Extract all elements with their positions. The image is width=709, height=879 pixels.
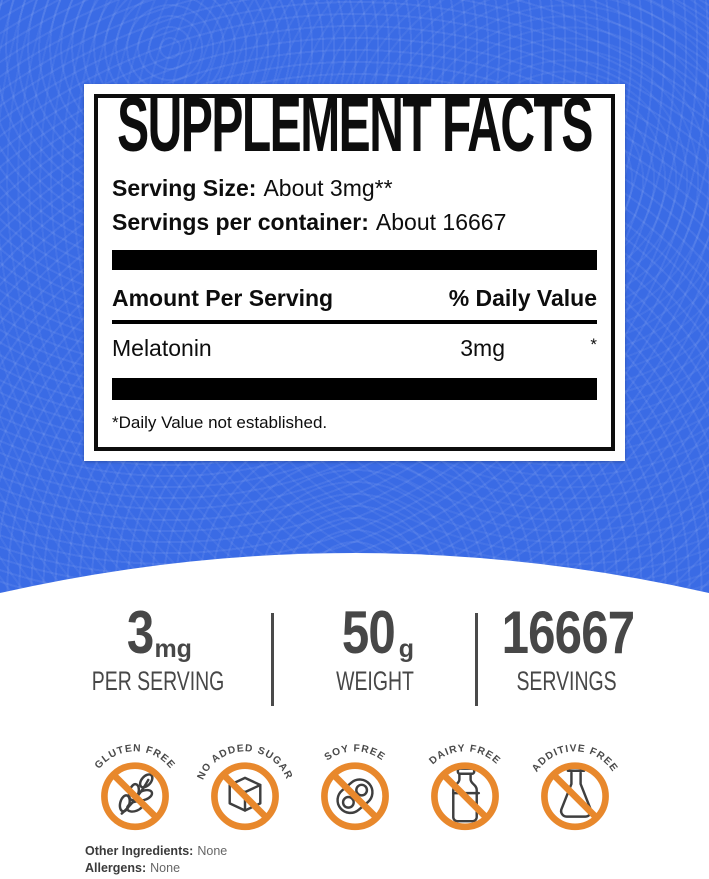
- flask-icon: ADDITIVE FREE: [530, 743, 618, 831]
- allergens-value: None: [150, 861, 181, 875]
- supplement-facts-border: SUPPLEMENT FACTS Serving Size: About 3mg*…: [94, 86, 615, 451]
- stat-weight-label: WEIGHT: [336, 666, 414, 696]
- sugar-cube-icon: NO ADDED SUGAR: [195, 743, 293, 831]
- milk-bottle-icon: DAIRY FREE: [427, 743, 501, 831]
- serving-size-value: About 3mg**: [263, 175, 393, 201]
- other-ingredients-line: Other Ingredients: None: [85, 843, 227, 860]
- stat-divider: [271, 613, 274, 706]
- stat-servings: 16667 SERVINGS: [472, 603, 662, 697]
- facts-header-row: Amount Per Serving % Daily Value: [112, 284, 597, 312]
- stat-weight-value: 50: [341, 599, 396, 666]
- allergens-line: Allergens: None: [85, 860, 227, 877]
- stat-weight-number: 50 g: [280, 603, 470, 663]
- stat-per-serving-unit: mg: [154, 635, 192, 663]
- header-rule: [112, 320, 597, 324]
- stat-servings-number: 16667: [472, 603, 662, 663]
- badge-soy-free: SOY FREE: [300, 733, 410, 837]
- badge-additive-free: ADDITIVE FREE: [520, 733, 630, 837]
- daily-value-header: % Daily Value: [448, 285, 597, 311]
- wheat-icon: GLUTEN FREE: [92, 743, 176, 831]
- free-from-badges: GLUTEN FREE NO ADDED SUGAR: [0, 733, 709, 837]
- stat-weight: 50 g WEIGHT: [280, 603, 470, 697]
- supplement-facts-panel: SUPPLEMENT FACTS Serving Size: About 3mg*…: [84, 84, 625, 461]
- ingredient-and-amount: Melatonin 3mg: [112, 334, 505, 362]
- stat-servings-value: 16667: [501, 599, 636, 666]
- stat-per-serving: 3 mg PER SERVING: [63, 603, 253, 697]
- ingredient-amount: 3mg: [460, 335, 505, 361]
- ingredient-daily-value: *: [590, 335, 597, 354]
- servings-per-container-line: Servings per container: About 16667: [112, 208, 597, 236]
- other-ingredients-value: None: [197, 844, 228, 858]
- badge-gluten-free: GLUTEN FREE: [80, 733, 190, 837]
- serving-size-line: Serving Size: About 3mg**: [112, 174, 597, 202]
- stat-divider: [475, 613, 478, 706]
- soy-pod-icon: SOY FREE: [320, 743, 389, 831]
- divider-bar-top: [112, 250, 597, 270]
- badge-dairy-free: DAIRY FREE: [410, 733, 520, 837]
- stats-band: 3 mg PER SERVING 50 g WEIGHT 16667 SERVING…: [0, 603, 709, 715]
- other-ingredients-label: Other Ingredients:: [85, 844, 194, 858]
- ingredient-notes: Other Ingredients: None Allergens: None: [85, 843, 227, 877]
- stat-weight-unit: g: [398, 635, 415, 663]
- daily-value-footnote: *Daily Value not established.: [112, 413, 328, 432]
- stat-servings-label: SERVINGS: [516, 666, 618, 696]
- servings-per-container-value: About 16667: [375, 209, 507, 235]
- stat-per-serving-value: 3: [126, 599, 154, 666]
- svg-text:SOY FREE: SOY FREE: [322, 743, 386, 763]
- table-row: Melatonin 3mg *: [112, 334, 597, 362]
- stat-per-serving-label: PER SERVING: [91, 666, 225, 696]
- panel-title: SUPPLEMENT FACTS: [117, 83, 593, 169]
- divider-bar-bottom: [112, 378, 597, 400]
- stat-per-serving-number: 3 mg: [63, 603, 253, 663]
- servings-per-container-label: Servings per container:: [112, 209, 369, 235]
- badge-no-added-sugar: NO ADDED SUGAR: [190, 733, 300, 837]
- ingredient-name: Melatonin: [112, 335, 212, 361]
- amount-per-serving-header: Amount Per Serving: [112, 285, 334, 311]
- white-curve-divider: [0, 553, 709, 601]
- serving-size-label: Serving Size:: [112, 175, 257, 201]
- allergens-label: Allergens:: [85, 861, 147, 875]
